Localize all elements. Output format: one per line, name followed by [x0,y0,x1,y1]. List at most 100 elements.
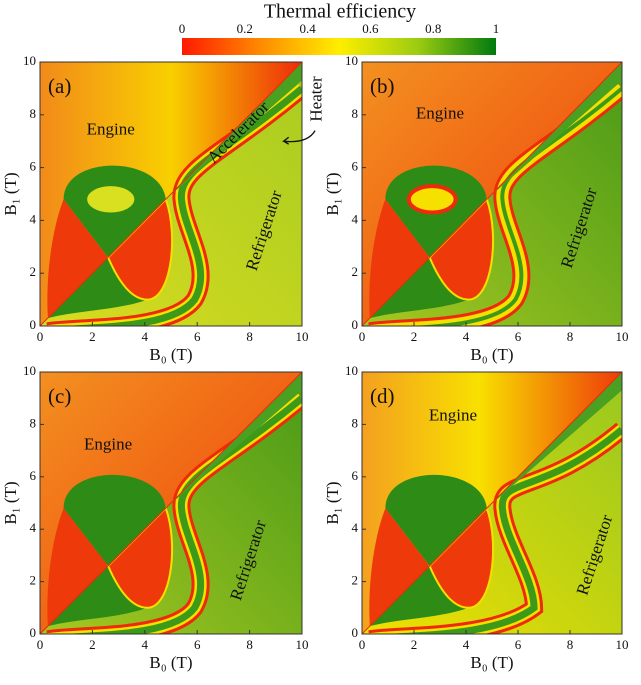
left-red [47,199,109,319]
y-tick-label: 8 [30,106,37,121]
colorbar-tick-label: 0 [179,21,186,36]
y-axis-label: B₁ (T) [1,481,20,524]
x-axis-label: B₀ (T) [149,345,192,364]
heatmap [362,62,622,326]
heatmap [40,62,302,326]
heatmap [40,372,302,634]
y-axis-label: B₁ (T) [323,481,342,524]
x-tick-label: 8 [567,637,574,652]
lower-green [369,565,469,627]
left-red [47,508,109,627]
upper-green [63,474,166,566]
y-tick-label: 2 [30,573,37,588]
lower-green [47,257,148,319]
y-tick-label: 0 [30,317,37,332]
y-tick-label: 6 [30,468,37,483]
heatmap [362,372,622,634]
x-axis-label: B₀ (T) [470,653,513,672]
y-tick-label: 10 [23,363,36,378]
x-tick-label: 4 [463,329,470,344]
x-tick-label: 4 [142,637,149,652]
panel-label: (d) [370,384,395,408]
y-tick-label: 0 [352,317,359,332]
panel-label: (c) [48,384,71,408]
panel-label: (b) [370,74,395,98]
annotation: Engine [87,120,135,139]
y-axis-label: B₁ (T) [1,172,20,215]
x-axis-label: B₀ (T) [149,653,192,672]
diagonal [40,372,302,634]
annotation: Engine [84,434,132,453]
x-tick-label: 6 [515,329,522,344]
diagonal [362,62,622,326]
x-tick-label: 0 [359,637,366,652]
y-tick-label: 0 [352,625,359,640]
annotation: Engine [429,405,477,424]
diagonal [362,372,622,634]
frame [361,61,623,327]
y-axis-label: B₁ (T) [323,172,342,215]
y-tick-label: 4 [352,211,359,226]
colorbar [182,38,496,55]
x-tick-label: 0 [37,329,44,344]
x-tick-label: 10 [616,637,629,652]
colorbar-tick-label: 0.8 [425,21,441,36]
x-tick-label: 2 [89,637,96,652]
x-tick-label: 8 [246,329,253,344]
inner-ring [406,184,458,215]
diagonal [40,62,302,326]
y-tick-label: 2 [352,264,359,279]
frame [39,371,303,635]
lower-green [47,565,148,627]
x-tick-label: 8 [567,329,574,344]
y-tick-label: 8 [352,415,359,430]
y-tick-label: 6 [30,159,37,174]
x-tick-label: 2 [411,329,418,344]
y-tick-label: 0 [30,625,37,640]
y-tick-label: 6 [352,468,359,483]
x-tick-label: 6 [194,329,201,344]
y-tick-label: 8 [30,415,37,430]
y-tick-label: 4 [30,211,37,226]
x-tick-label: 0 [37,637,44,652]
colorbar-tick-label: 0.6 [362,21,379,36]
y-tick-label: 10 [345,363,358,378]
x-tick-label: 10 [616,329,629,344]
right-red [428,506,495,609]
frame [39,61,303,327]
left-red [369,508,430,627]
x-tick-label: 4 [463,637,470,652]
x-tick-label: 10 [296,637,309,652]
x-tick-label: 0 [359,329,366,344]
right-red [106,506,174,609]
colorbar-title: Thermal efficiency [264,1,416,23]
panel-label: (a) [48,74,71,98]
y-tick-label: 4 [30,520,37,535]
x-tick-label: 8 [246,637,253,652]
x-axis-label: B₀ (T) [470,345,513,364]
x-tick-label: 2 [411,637,418,652]
x-tick-label: 4 [142,329,149,344]
right-red [428,197,495,301]
y-tick-label: 4 [352,520,359,535]
x-tick-label: 2 [89,329,96,344]
annotation: Heater [307,76,326,122]
colorbar-tick-label: 0.2 [237,21,253,36]
y-tick-label: 2 [30,264,37,279]
x-tick-label: 10 [296,329,309,344]
y-tick-label: 10 [23,53,36,68]
y-tick-label: 8 [352,106,359,121]
colorbar-tick-label: 0.4 [299,21,316,36]
upper-green [385,474,487,566]
y-tick-label: 2 [352,573,359,588]
x-tick-label: 6 [194,637,201,652]
y-tick-label: 6 [352,159,359,174]
right-red [106,197,174,301]
inner-ring [87,186,135,213]
frame [361,371,623,635]
y-tick-label: 10 [345,53,358,68]
left-red [369,199,430,319]
heater-arrow [282,130,316,145]
